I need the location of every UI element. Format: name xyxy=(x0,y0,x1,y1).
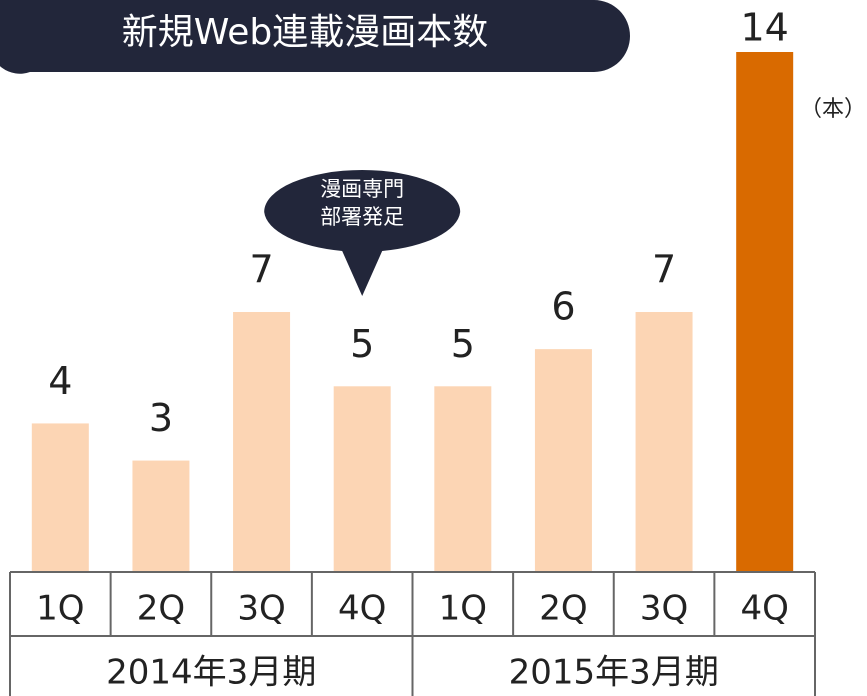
callout-text: 漫画専門 xyxy=(320,177,404,201)
x-tick-label: 4Q xyxy=(740,589,788,629)
bar xyxy=(132,460,190,572)
value-label: 6 xyxy=(551,285,575,329)
bar xyxy=(233,312,291,572)
x-tick-label: 1Q xyxy=(439,589,487,629)
x-tick-label: 3Q xyxy=(237,589,285,629)
x-tick-label: 2Q xyxy=(539,589,587,629)
chart-title: 新規Web連載漫画本数 xyxy=(122,12,489,53)
value-label: 7 xyxy=(652,248,676,292)
callout-text: 部署発足 xyxy=(320,205,404,229)
group-label: 2015年3月期 xyxy=(509,653,719,693)
callout-bubble xyxy=(264,170,461,296)
value-label: 14 xyxy=(741,6,789,50)
value-label: 4 xyxy=(48,359,72,403)
bar xyxy=(31,423,89,572)
bar xyxy=(534,349,592,572)
x-tick-label: 4Q xyxy=(338,589,386,629)
value-label: 5 xyxy=(451,322,475,366)
bar xyxy=(635,312,693,572)
value-label: 5 xyxy=(350,322,374,366)
unit-label: （本） xyxy=(800,97,866,122)
x-tick-label: 1Q xyxy=(36,589,84,629)
value-label: 3 xyxy=(149,396,173,440)
bar xyxy=(434,386,492,572)
bar xyxy=(333,386,391,572)
title-banner xyxy=(0,0,630,74)
group-label: 2014年3月期 xyxy=(106,653,316,693)
x-tick-label: 3Q xyxy=(640,589,688,629)
x-tick-label: 2Q xyxy=(137,589,185,629)
value-label: 7 xyxy=(249,248,273,292)
bar xyxy=(736,52,794,572)
